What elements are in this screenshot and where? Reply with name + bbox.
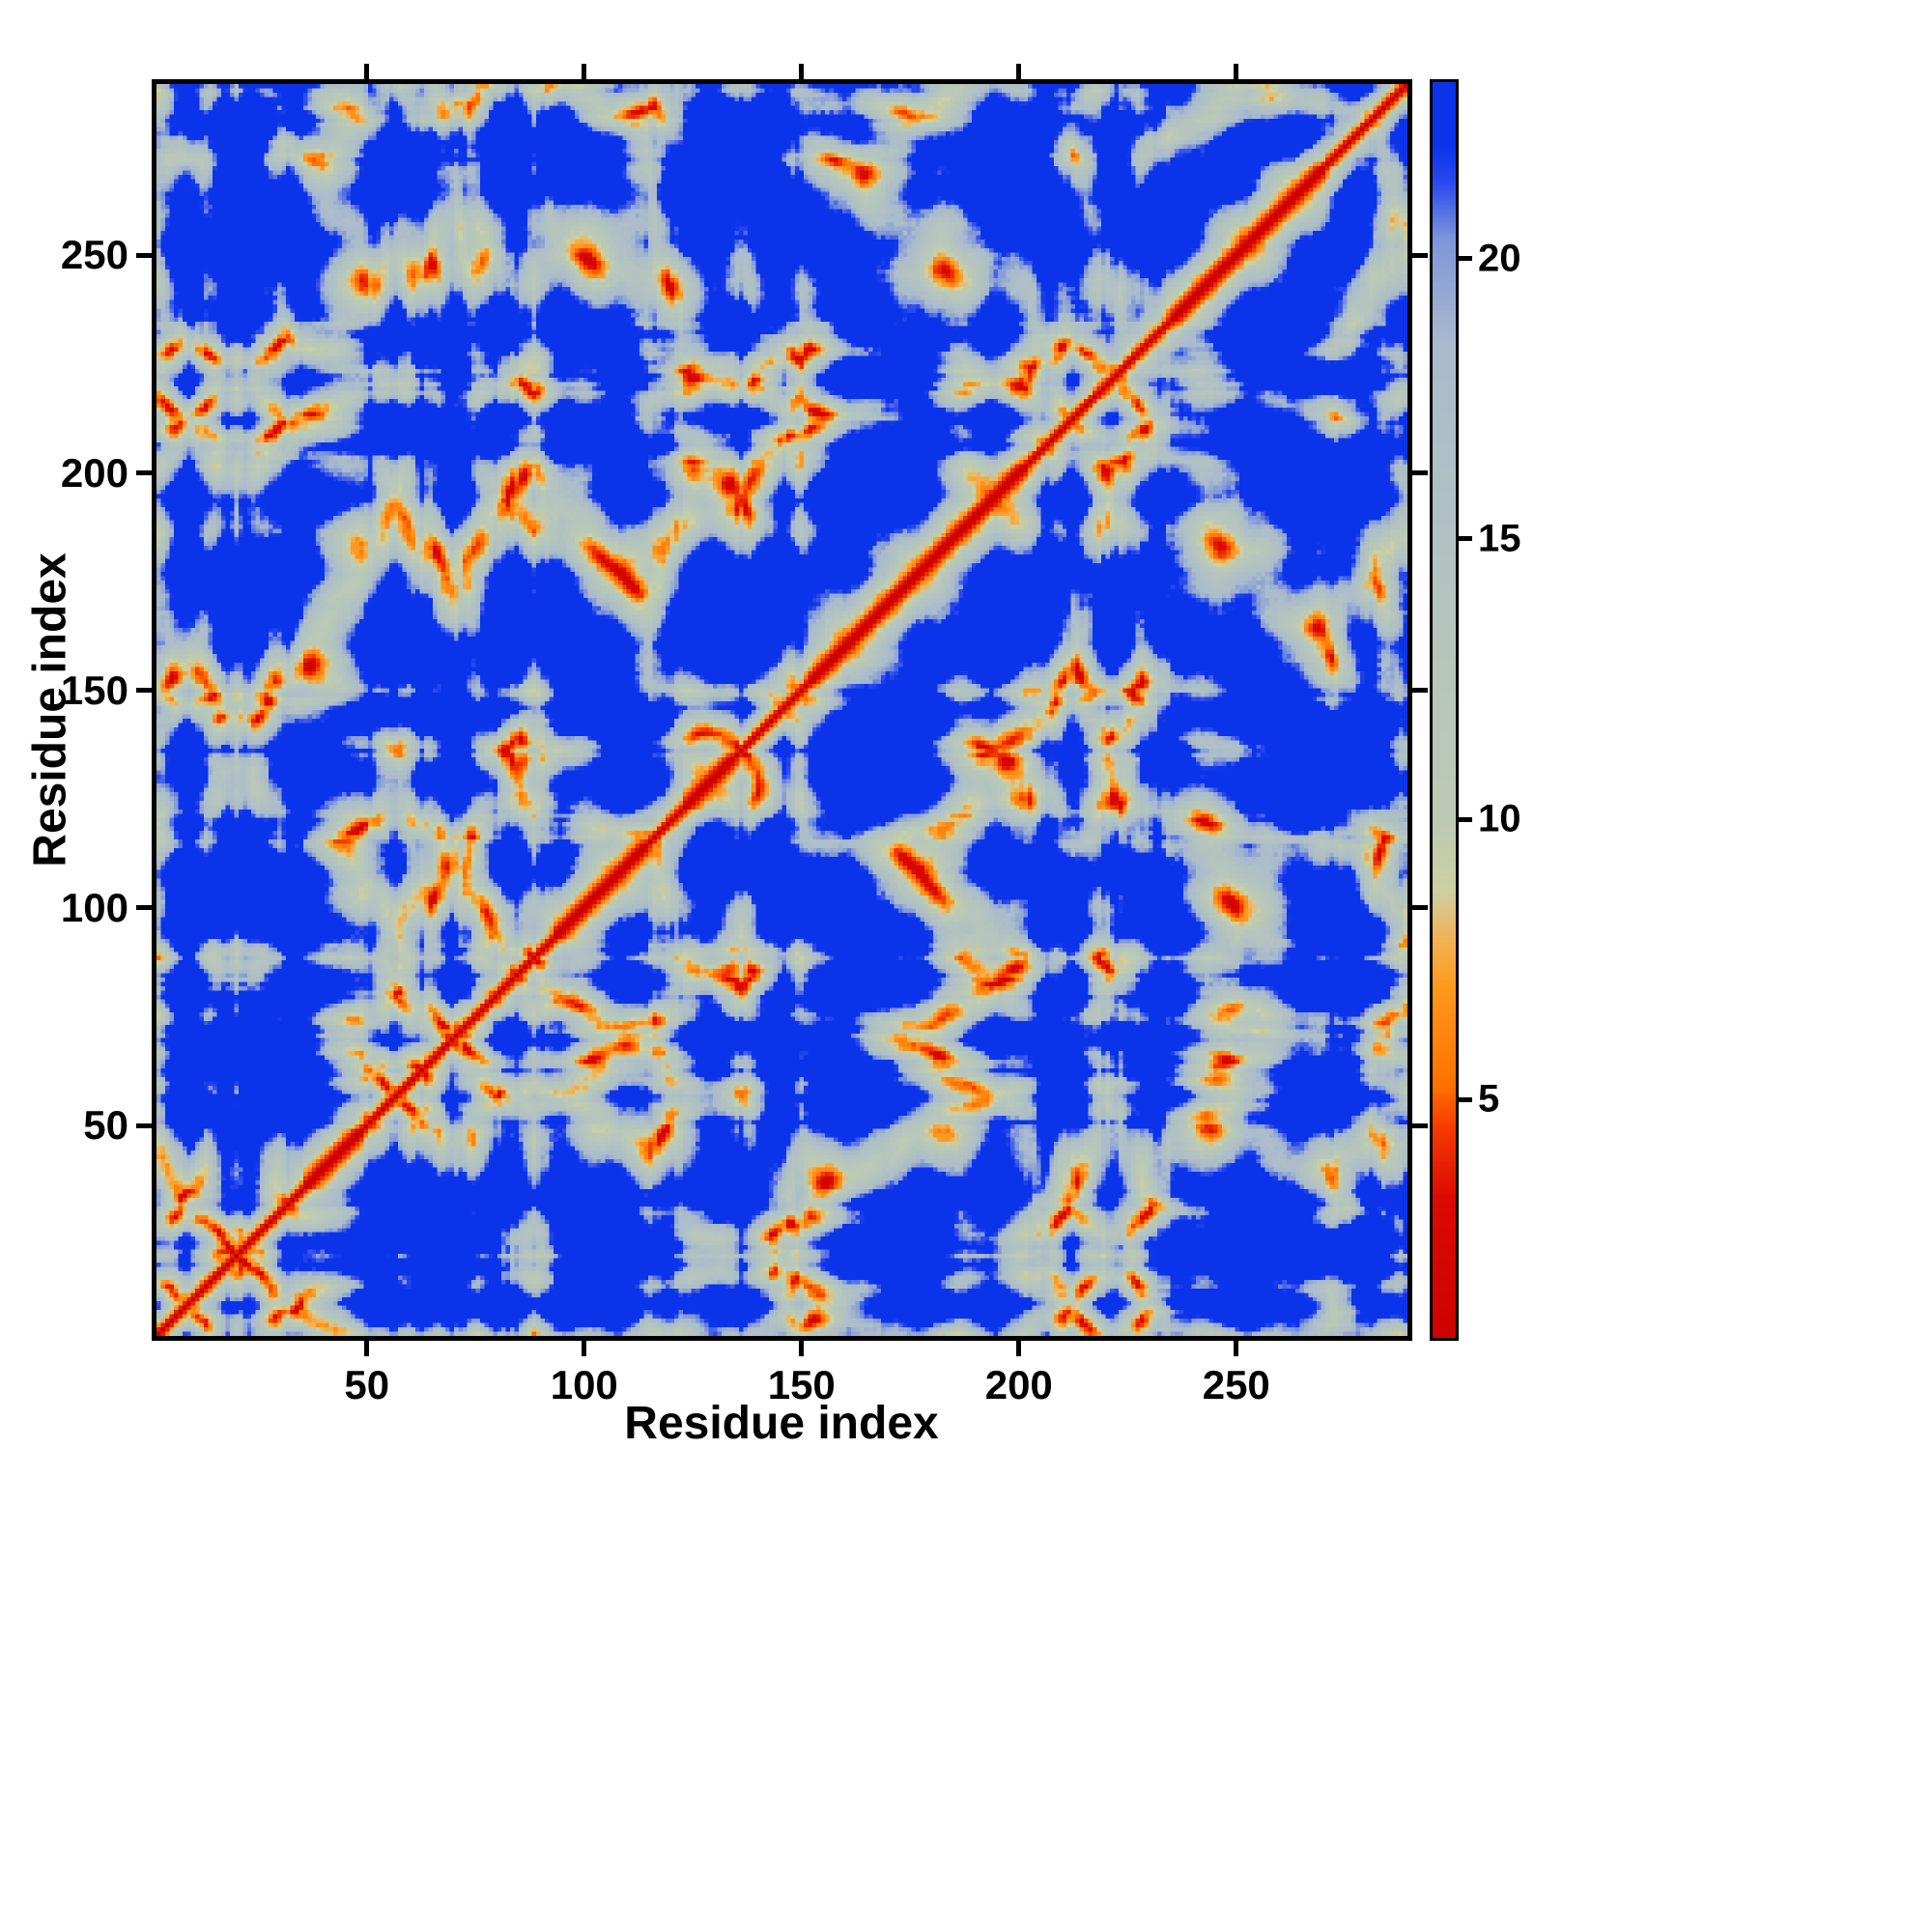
x-tick-mark-top bbox=[1016, 64, 1022, 79]
colorbar-tick-mark bbox=[1459, 536, 1472, 542]
colorbar bbox=[1430, 79, 1459, 1341]
x-tick-label: 250 bbox=[1202, 1362, 1270, 1407]
y-tick-mark-right bbox=[1412, 688, 1428, 694]
x-tick-mark bbox=[799, 1341, 805, 1356]
y-tick-label: 150 bbox=[60, 667, 128, 713]
x-tick-label: 150 bbox=[767, 1362, 836, 1407]
colorbar-tick-label: 20 bbox=[1478, 237, 1521, 280]
y-tick-mark bbox=[136, 905, 152, 911]
x-tick-mark-top bbox=[1234, 64, 1239, 79]
y-tick-mark-right bbox=[1412, 905, 1428, 911]
x-tick-mark-top bbox=[364, 64, 370, 79]
x-tick-label: 100 bbox=[550, 1362, 618, 1407]
heatmap-canvas bbox=[156, 84, 1407, 1336]
y-tick-label: 200 bbox=[60, 449, 128, 496]
y-tick-label: 100 bbox=[60, 884, 128, 930]
y-tick-mark-right bbox=[1412, 470, 1428, 476]
colorbar-tick-mark bbox=[1459, 256, 1472, 262]
colorbar-canvas bbox=[1433, 82, 1456, 1338]
x-tick-mark bbox=[1234, 1341, 1239, 1356]
y-tick-mark bbox=[136, 252, 152, 258]
x-tick-mark bbox=[364, 1341, 370, 1356]
x-tick-label: 50 bbox=[344, 1362, 390, 1407]
colorbar-tick-label: 15 bbox=[1478, 517, 1521, 560]
y-axis-label: Residue index bbox=[24, 553, 76, 867]
x-axis-label: Residue index bbox=[624, 1398, 939, 1449]
x-tick-label: 200 bbox=[984, 1362, 1053, 1407]
y-tick-mark-right bbox=[1412, 252, 1428, 258]
y-tick-mark bbox=[136, 688, 152, 694]
x-tick-mark bbox=[582, 1341, 587, 1356]
x-tick-mark-top bbox=[799, 64, 805, 79]
x-tick-mark bbox=[1016, 1341, 1022, 1356]
colorbar-tick-mark bbox=[1459, 1096, 1472, 1102]
y-tick-label: 250 bbox=[60, 232, 128, 278]
y-tick-mark bbox=[136, 1122, 152, 1128]
colorbar-tick-mark bbox=[1459, 816, 1472, 822]
colorbar-tick-label: 5 bbox=[1478, 1077, 1500, 1121]
x-tick-mark-top bbox=[582, 64, 587, 79]
y-tick-label: 50 bbox=[83, 1102, 128, 1149]
heatmap-plot-area bbox=[152, 79, 1412, 1341]
y-tick-mark-right bbox=[1412, 1122, 1428, 1128]
colorbar-tick-label: 10 bbox=[1478, 797, 1521, 840]
y-tick-mark bbox=[136, 470, 152, 476]
